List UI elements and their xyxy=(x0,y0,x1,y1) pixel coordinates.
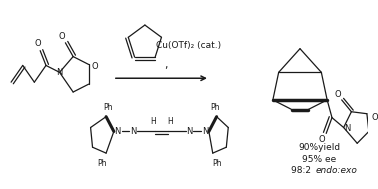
Text: O: O xyxy=(35,39,42,48)
Text: O: O xyxy=(91,62,98,71)
Text: N: N xyxy=(56,68,63,77)
Text: 95% ee: 95% ee xyxy=(302,155,336,163)
Text: N: N xyxy=(186,127,193,136)
Text: Cu(OTf)₂ (cat.): Cu(OTf)₂ (cat.) xyxy=(156,41,221,50)
Text: Ph: Ph xyxy=(210,103,220,112)
Text: N: N xyxy=(202,127,208,136)
Text: O: O xyxy=(335,90,341,98)
Text: O: O xyxy=(371,113,378,122)
Text: 98:2: 98:2 xyxy=(291,166,314,175)
Text: Ph: Ph xyxy=(103,103,113,112)
Text: N: N xyxy=(115,127,121,136)
Text: N: N xyxy=(130,127,136,136)
Text: H: H xyxy=(167,117,173,126)
Text: O: O xyxy=(58,32,65,41)
Text: Ph: Ph xyxy=(212,160,222,168)
Text: N: N xyxy=(344,124,351,133)
Text: Ph: Ph xyxy=(98,160,107,168)
Text: endo:exo: endo:exo xyxy=(316,166,357,175)
Text: 90%yield: 90%yield xyxy=(298,143,341,152)
Text: H: H xyxy=(150,117,155,126)
Text: O: O xyxy=(319,135,325,144)
Text: ,: , xyxy=(164,60,168,70)
